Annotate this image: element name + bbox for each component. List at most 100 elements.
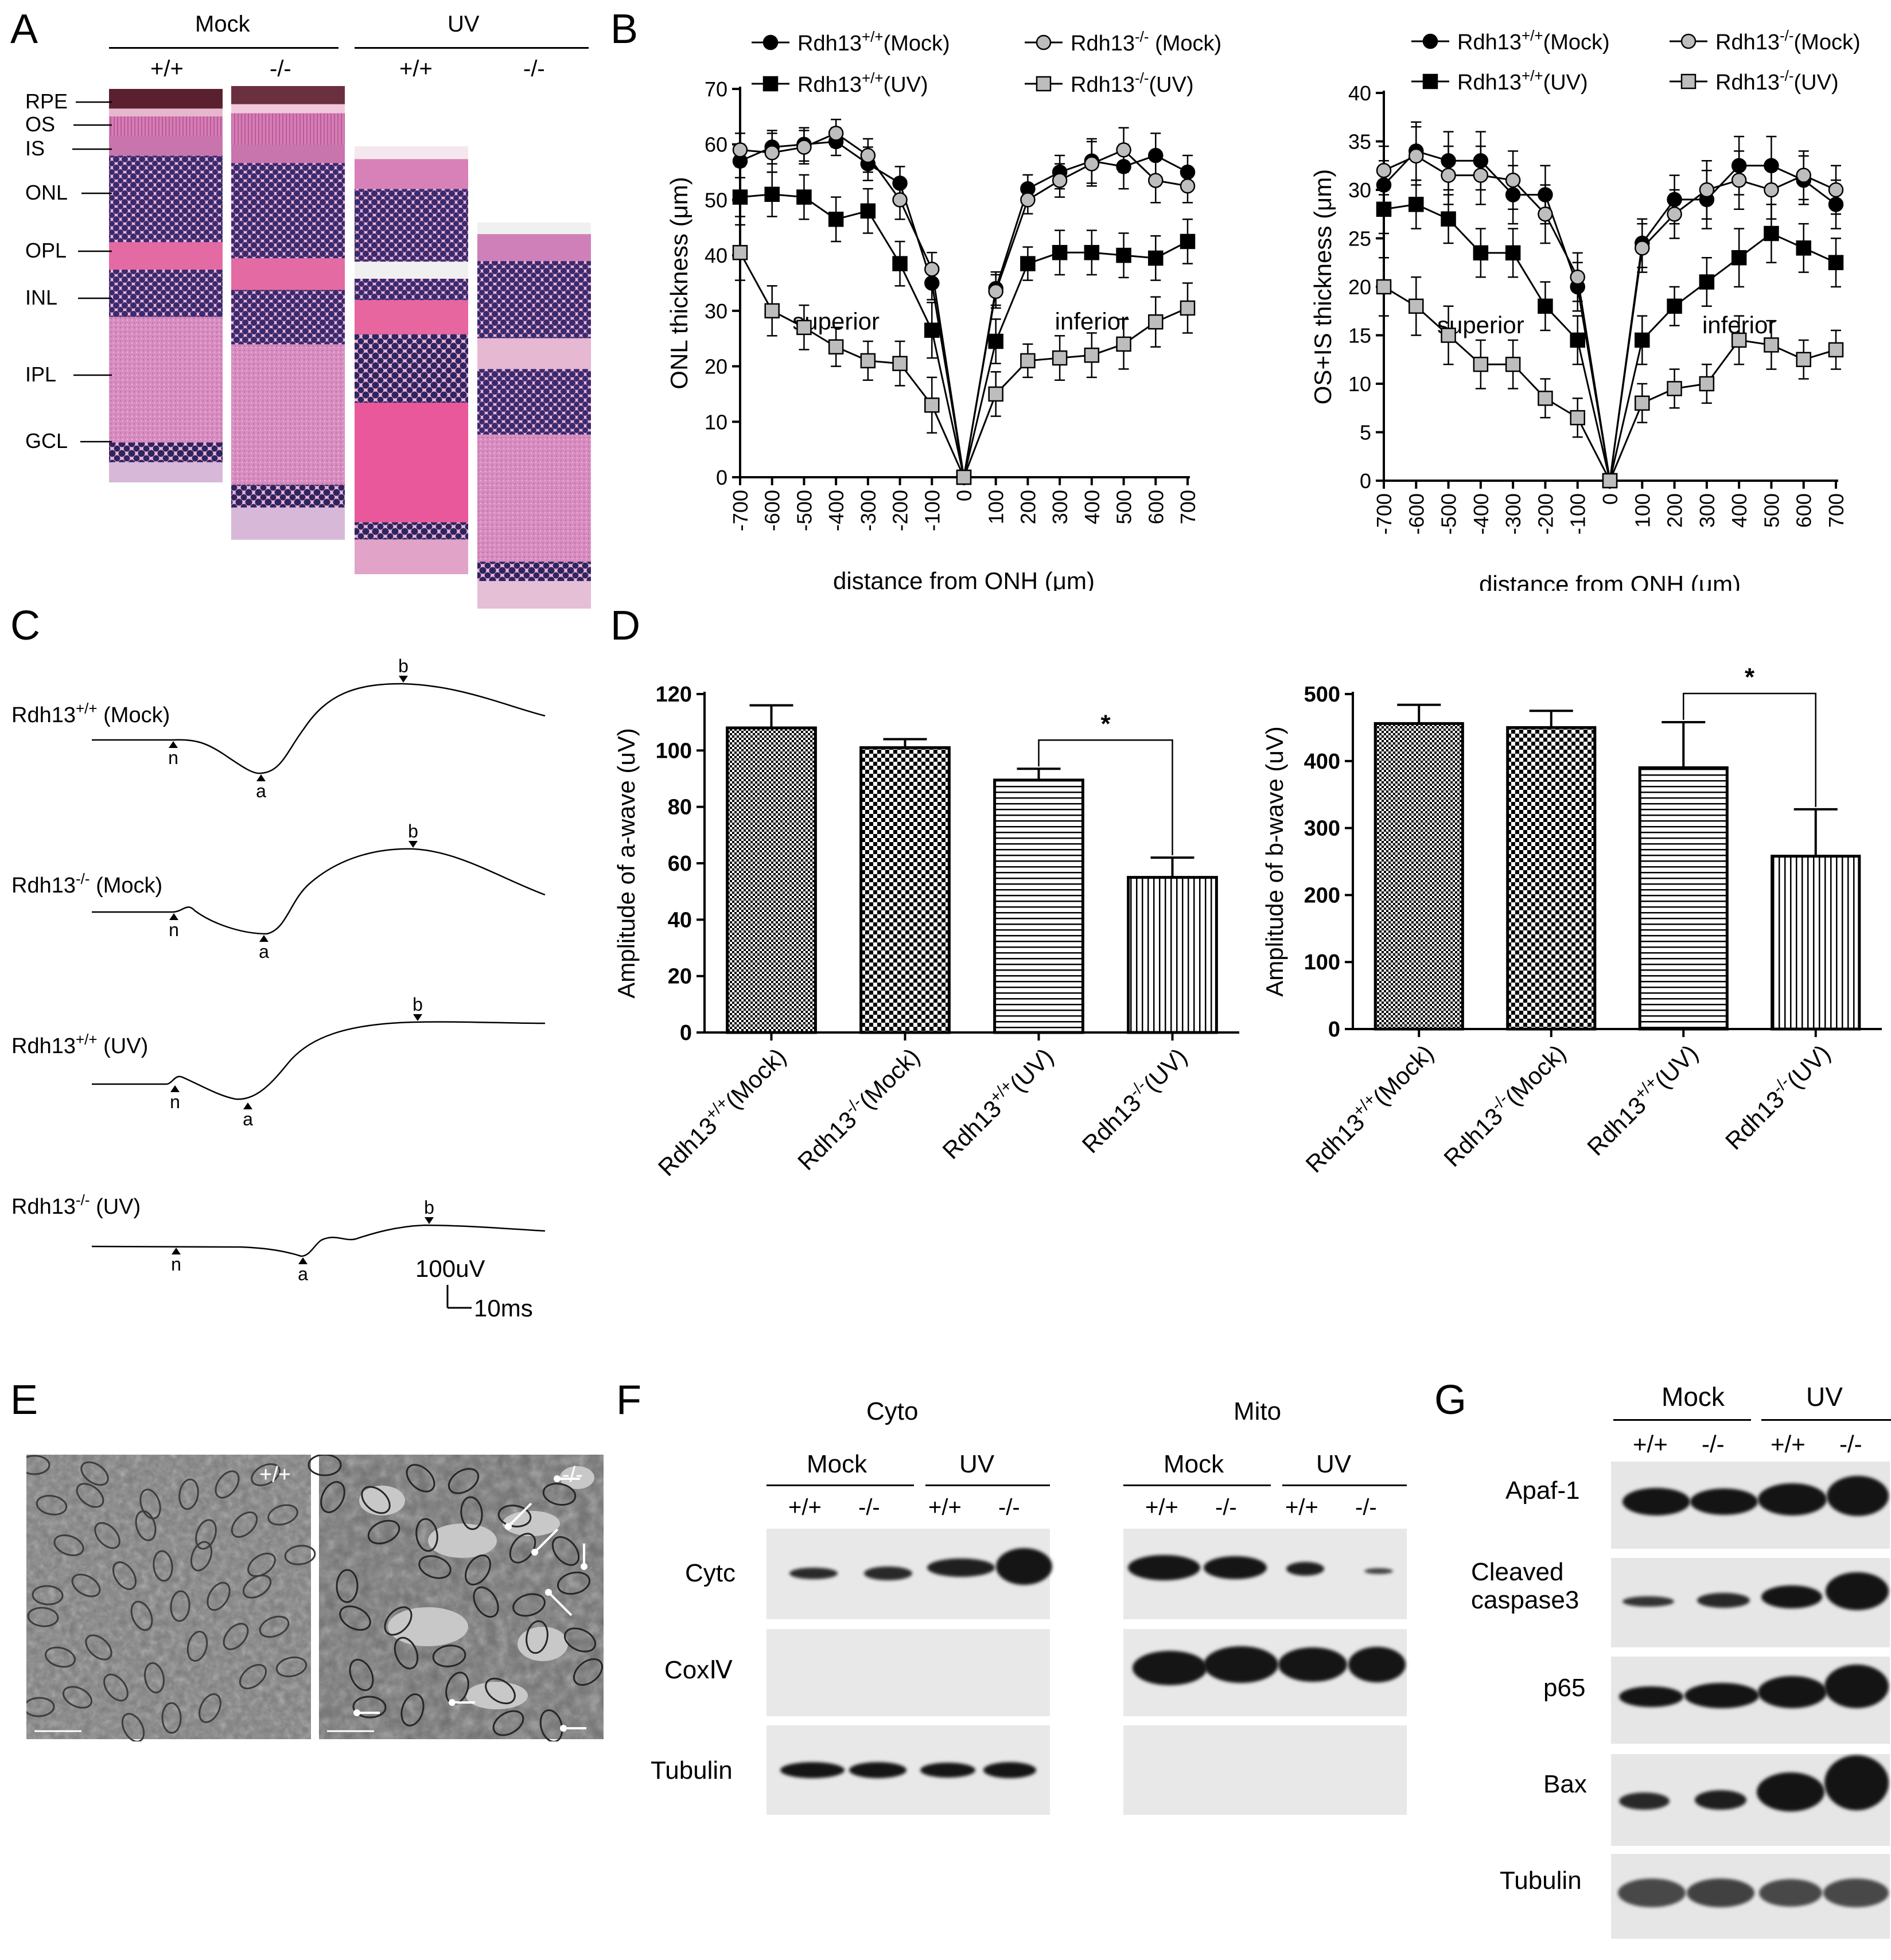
g-row-label-1: Apaf-1 <box>1505 1476 1580 1505</box>
panel-e-letter: E <box>10 1377 38 1423</box>
data-point <box>1731 250 1747 266</box>
x-category-label: Rdh13+/+(Mock) <box>1299 1038 1438 1178</box>
e-mitochondrion <box>26 1455 50 1475</box>
data-point <box>1764 337 1779 353</box>
f-blot-mito-3 <box>1123 1725 1407 1815</box>
f-group-uv: UV <box>959 1450 995 1478</box>
g-band <box>1622 1596 1674 1607</box>
x-tick-label: -700 <box>729 490 752 531</box>
data-point <box>924 398 940 413</box>
y-tick-label: 10 <box>705 410 727 434</box>
e-mitochondrion <box>139 1488 161 1519</box>
c-marker-arrow <box>243 1102 252 1109</box>
e-mitochondrion <box>367 1519 400 1545</box>
series-1 <box>732 118 1196 485</box>
a-layer-band <box>109 317 223 443</box>
c-trace-label-4: Rdh13-/- (UV) <box>11 1191 141 1219</box>
a-layer-label-gcl: GCL <box>25 429 68 453</box>
data-point <box>1570 410 1585 426</box>
a-layer-band <box>109 270 223 318</box>
bar <box>1506 726 1597 1031</box>
c-trace-1 <box>92 683 546 774</box>
e-arrow <box>507 1502 532 1528</box>
data-point <box>1473 245 1489 261</box>
region-label-inferior: inferior <box>1055 308 1129 335</box>
x-tick-label: 300 <box>1695 493 1719 528</box>
y-tick-label: 500 <box>1304 683 1340 707</box>
e-arrow-head <box>545 1589 552 1596</box>
data-point <box>924 262 940 277</box>
data-point <box>1667 298 1682 314</box>
e-mitochondrion <box>112 1561 137 1590</box>
e-swollen-region <box>388 1607 468 1646</box>
a-layer-band <box>477 234 591 262</box>
data-point <box>1116 247 1131 263</box>
significance-star: * <box>1100 710 1111 738</box>
x-tick-label: -200 <box>1534 493 1557 535</box>
data-point <box>892 192 908 208</box>
y-tick-label: 30 <box>1348 178 1371 202</box>
a-layer-band <box>477 223 591 235</box>
g-lane-label: -/- <box>1702 1431 1725 1458</box>
g-band <box>1826 1572 1889 1610</box>
b-onl-thickness-chart: 0 10 20 30 40 50 60 70 -700 -600 -500 -400 -300 -200-… <box>666 28 1221 591</box>
bar-3 <box>993 767 1084 1041</box>
e-mitochondrion <box>526 1620 548 1654</box>
c-marker-arrow <box>399 676 408 683</box>
e-mitochondrion <box>448 1468 480 1494</box>
e-mitochondrion <box>251 1463 281 1487</box>
c-trace-label-3: Rdh13+/+ (UV) <box>11 1031 148 1058</box>
e-mitochondrion <box>284 1545 316 1565</box>
a-section-3 <box>355 146 468 574</box>
legend-label: Rdh13+/+(UV) <box>797 69 928 97</box>
y-tick-label: 0 <box>716 466 727 489</box>
a-layer-band <box>231 485 345 508</box>
c-marker-arrow <box>172 1248 181 1254</box>
e-mitochondrion <box>153 1550 173 1582</box>
x-tick-label: 200 <box>1016 490 1040 524</box>
data-point <box>1635 332 1650 348</box>
c-marker-arrow <box>408 841 418 848</box>
a-layer-band <box>231 145 345 164</box>
f-band <box>789 1568 838 1579</box>
a-section-4 <box>477 223 591 609</box>
bar <box>1127 876 1218 1034</box>
g-band <box>1695 1790 1746 1810</box>
e-mitochondrion <box>465 1554 491 1585</box>
e-mitochondrion <box>485 1677 516 1705</box>
f-band <box>1278 1647 1347 1682</box>
data-point <box>860 353 876 369</box>
x-tick-label: -200 <box>889 490 912 531</box>
x-tick-label: 500 <box>1112 490 1136 524</box>
a-layer-band <box>109 136 223 157</box>
y-tick-label: 35 <box>1348 130 1371 154</box>
y-axis-title: Amplitude of a-wave (uV) <box>613 728 640 999</box>
a-layer-label-onl: ONL <box>25 181 68 204</box>
f-band <box>1348 1647 1406 1682</box>
e-mitochondrion <box>215 1470 240 1499</box>
data-point <box>1148 173 1164 188</box>
a-layer-band <box>355 334 468 403</box>
c-marker-arrow <box>170 1085 180 1092</box>
x-tick-label: -500 <box>1437 493 1461 535</box>
x-tick-label: -600 <box>1404 493 1428 535</box>
f-lane-label: -/- <box>998 1495 1020 1520</box>
e-mitochondrion <box>349 1658 374 1692</box>
y-axis-title: Amplitude of b-wave (uV) <box>1262 726 1288 997</box>
x-tick-label: 400 <box>1727 493 1751 528</box>
a-layer-band <box>109 462 223 482</box>
data-point <box>1020 192 1036 208</box>
g-uv-rule <box>1761 1419 1891 1421</box>
bar <box>993 778 1084 1034</box>
e-arrow <box>547 1591 573 1616</box>
e-mitochondrion <box>492 1710 524 1736</box>
c-marker-arrow <box>169 741 178 748</box>
c-scale-amplitude: 100uV <box>415 1255 485 1282</box>
data-point <box>1180 300 1196 316</box>
f-band <box>1204 1646 1278 1683</box>
y-tick-label: 20 <box>668 965 692 989</box>
y-axis-title: ONL thickness (μm) <box>666 177 692 389</box>
e-mitochondrion <box>199 1693 221 1723</box>
a-layer-band <box>355 159 468 190</box>
y-tick-label: 15 <box>1348 324 1371 348</box>
